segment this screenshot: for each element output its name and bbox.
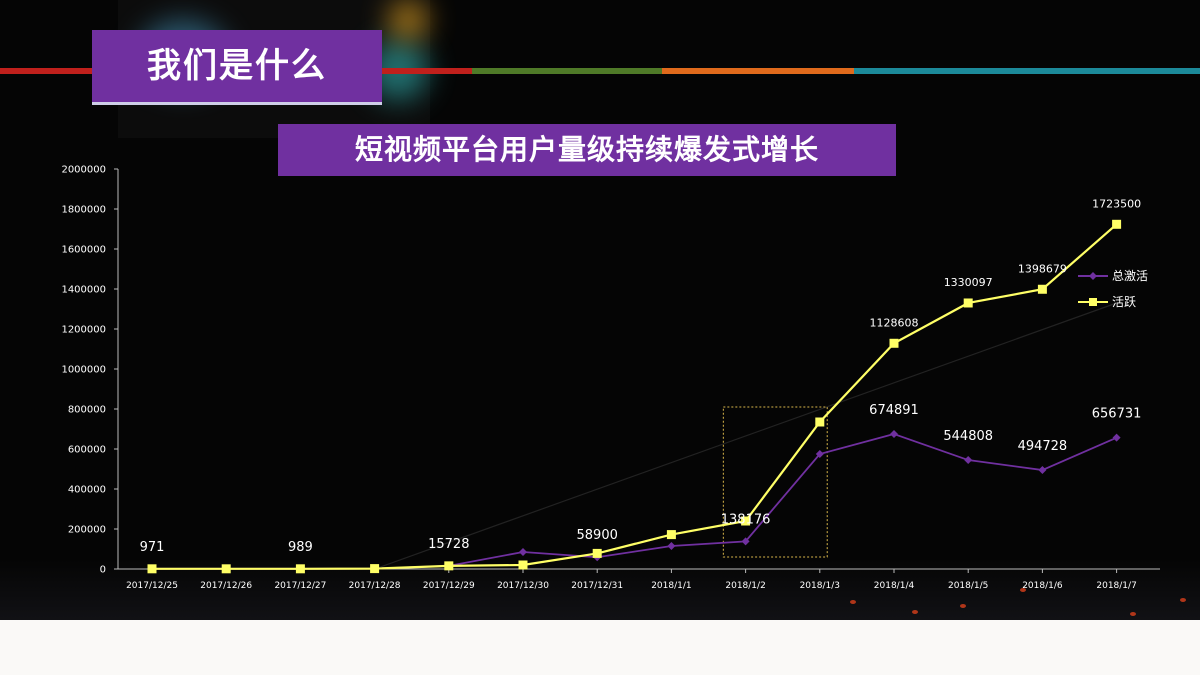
highlight-box: [722, 406, 828, 558]
line-chart: 0 200000 400000 600000 800000 1000000 1200000 1…: [61, 165, 1160, 591]
color-splash: [388, 0, 428, 40]
x-tick-label: 2018/1/1: [651, 581, 691, 591]
data-label: 58900: [577, 528, 618, 543]
x-tick-label: 2017/12/28: [349, 581, 401, 591]
data-label: 138176: [721, 512, 771, 527]
subtitle-banner: 短视频平台用户量级持续爆发式增长: [278, 124, 896, 176]
x-tick-label: 2018/1/2: [725, 581, 765, 591]
slide-title: 我们是什么: [147, 46, 327, 86]
y-tick-label: 800000: [68, 405, 106, 416]
data-label: 1330097: [944, 276, 993, 289]
x-tick-label: 2017/12/26: [200, 581, 252, 591]
legend-marker: [1089, 272, 1097, 280]
data-point-active: [444, 561, 454, 571]
y-tick-label: 1600000: [61, 245, 106, 256]
data-label: 674891: [869, 403, 919, 418]
data-point-active: [295, 564, 305, 574]
data-point-total: [815, 450, 824, 458]
data-label: 971: [140, 540, 165, 555]
ember: [1130, 612, 1136, 616]
data-label: 656731: [1092, 407, 1142, 422]
data-point-active: [1112, 219, 1122, 229]
data-point-total: [1038, 466, 1047, 475]
data-point-active: [147, 564, 157, 574]
trendline: [374, 302, 1117, 570]
ember: [1180, 598, 1186, 602]
header-stripe: [662, 68, 854, 74]
ember: [960, 604, 966, 608]
y-tick-label: 1800000: [61, 205, 106, 216]
x-tick-label: 2018/1/4: [874, 581, 915, 591]
x-tick-label: 2017/12/29: [423, 581, 475, 591]
x-tick-label: 2017/12/31: [571, 581, 623, 591]
x-tick-label: 2018/1/5: [948, 581, 988, 591]
slide-subtitle: 短视频平台用户量级持续爆发式增长: [354, 133, 819, 166]
data-point-active: [370, 564, 380, 574]
ember: [912, 610, 918, 614]
data-point-active: [592, 548, 602, 558]
data-label: 544808: [943, 429, 993, 444]
legend-marker: [1089, 298, 1097, 306]
data-point-active: [963, 298, 973, 308]
header-stripe: [382, 68, 472, 74]
y-tick-label: 1000000: [61, 365, 106, 376]
data-label: 1128608: [870, 316, 919, 329]
x-tick-label: 2018/1/7: [1096, 581, 1136, 591]
x-tick-label: 2018/1/6: [1022, 581, 1063, 591]
data-point-active: [889, 338, 899, 348]
data-point-total: [964, 456, 973, 465]
data-point-total: [890, 430, 898, 439]
y-tick-label: 2000000: [61, 165, 106, 176]
y-tick-label: 0: [100, 565, 106, 576]
ember: [850, 600, 856, 604]
header-stripe: [472, 68, 662, 74]
ember: [1020, 588, 1026, 592]
data-point-active: [666, 530, 676, 540]
data-label: 989: [288, 540, 313, 555]
y-tick-label: 600000: [68, 445, 106, 456]
legend-label: 活跃: [1112, 295, 1136, 309]
ember-strip: [0, 560, 1200, 620]
x-tick-label: 2017/12/30: [497, 581, 549, 591]
series-line-active: [151, 223, 1118, 570]
y-tick-label: 400000: [68, 485, 106, 496]
data-point-total: [519, 548, 527, 556]
data-point-total: [1112, 433, 1121, 442]
data-label: 1723500: [1092, 197, 1141, 210]
y-tick-label: 1200000: [61, 325, 106, 336]
data-point-active: [221, 564, 231, 574]
data-point-active: [518, 560, 528, 570]
header-stripe: [854, 68, 1200, 74]
y-tick-label: 1400000: [61, 285, 106, 296]
legend-label: 总激活: [1112, 269, 1148, 283]
x-tick-label: 2017/12/27: [274, 581, 326, 591]
data-point-active: [1037, 284, 1047, 294]
data-point-total: [741, 537, 750, 546]
title-banner: 我们是什么: [92, 30, 382, 105]
data-label: 494728: [1018, 439, 1068, 454]
data-label: 15728: [428, 537, 469, 552]
data-point-total: [667, 542, 676, 550]
y-tick-label: 200000: [68, 525, 106, 536]
x-tick-label: 2018/1/3: [800, 581, 840, 591]
data-point-active: [815, 417, 825, 427]
header-stripe: [0, 68, 92, 74]
x-tick-label: 2017/12/25: [126, 581, 178, 591]
data-point-active: [741, 516, 751, 526]
slide-background: 我们是什么 短视频平台用户量级持续爆发式增长 0 200000 400000 6000…: [0, 0, 1200, 620]
data-label: 1398679: [1018, 262, 1067, 275]
